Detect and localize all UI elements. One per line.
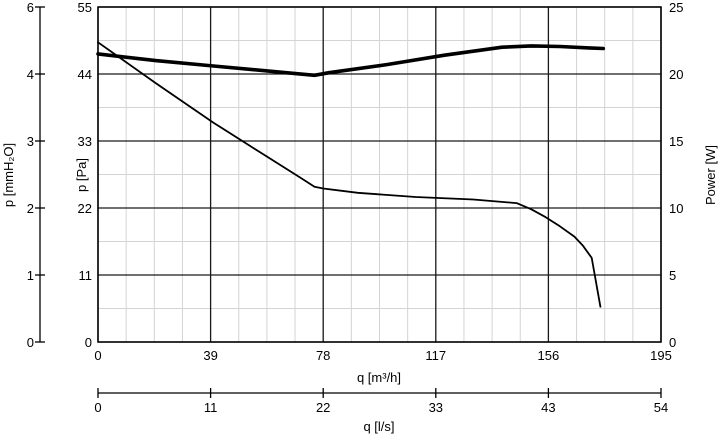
power-curve-line	[96, 44, 606, 78]
x-axis-label: q [m³/h]	[357, 370, 401, 385]
x2-tick-label: 54	[654, 400, 668, 415]
x-tick-label: 156	[538, 348, 560, 363]
y-right-tick-label: 20	[669, 67, 683, 82]
y-right-tick-label: 25	[669, 0, 683, 15]
y2-axis-label: p [mmH₂O]	[1, 143, 16, 207]
secondary-y-axis-ticks	[35, 6, 45, 343]
x2-tick-label: 33	[429, 400, 443, 415]
y2-tick-label: 0	[27, 335, 34, 350]
y2-tick-label: 2	[27, 201, 34, 216]
x-tick-label: 195	[650, 348, 672, 363]
x2-tick-label: 11	[204, 400, 218, 415]
y-tick-label: 33	[78, 134, 92, 149]
y-right-tick-label: 15	[669, 134, 683, 149]
y-right-tick-label: 10	[669, 201, 683, 216]
y-right-axis-label: Power [W]	[703, 145, 718, 205]
pressure-curve-line	[97, 41, 602, 308]
y2-tick-label: 6	[27, 0, 34, 15]
x2-tick-label: 43	[541, 400, 555, 415]
x-tick-label: 0	[94, 348, 101, 363]
y2-tick-label: 1	[27, 268, 34, 283]
y-tick-label: 11	[79, 268, 93, 283]
y-right-tick-label: 5	[669, 268, 676, 283]
x-tick-label: 78	[316, 348, 330, 363]
x-tick-label: 117	[425, 348, 446, 363]
x2-tick-label: 22	[316, 400, 330, 415]
y2-tick-label: 3	[27, 134, 34, 149]
secondary-x-axis-ticks	[97, 388, 662, 398]
minor-grid	[97, 6, 662, 343]
y-tick-label: 22	[78, 201, 92, 216]
y-axis-label: p [Pa]	[74, 158, 89, 192]
x-tick-label: 39	[203, 348, 217, 363]
y-tick-label: 0	[85, 335, 92, 350]
x2-axis-label: q [l/s]	[363, 419, 394, 434]
y-tick-label: 44	[78, 67, 92, 82]
y-tick-label: 55	[78, 0, 92, 15]
y-right-tick-label: 0	[669, 335, 676, 350]
series-layer	[96, 41, 606, 308]
x2-tick-label: 0	[94, 400, 101, 415]
y2-tick-label: 4	[27, 67, 34, 82]
plot-frame	[97, 6, 662, 343]
